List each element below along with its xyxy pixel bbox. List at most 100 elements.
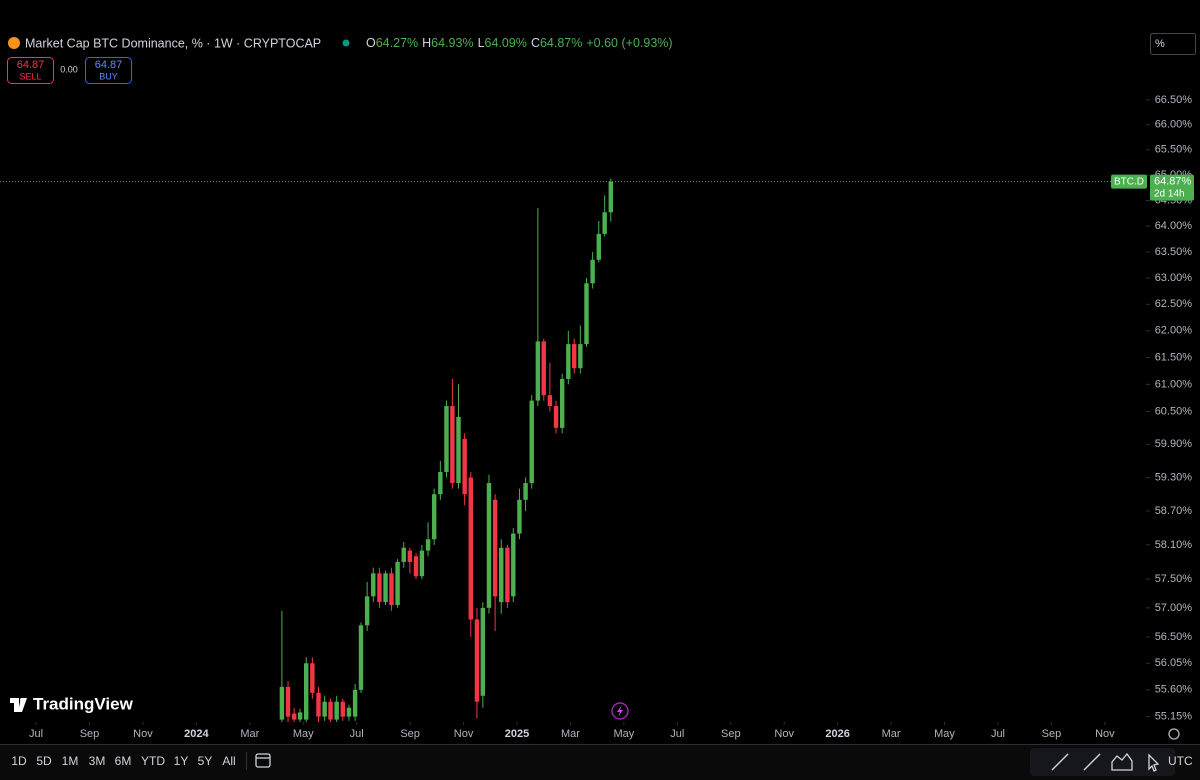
axis-layer: 66.50%66.00%65.50%65.00%64.50%64.00%63.5… [29,94,1194,740]
logo-text: TradingView [33,694,134,713]
candle-body [297,712,303,720]
range-button[interactable]: 5D [36,754,52,768]
y-tick-label: 63.00% [1155,272,1193,284]
candle-body [492,499,498,597]
buy-price: 64.87 [95,59,123,71]
candle-body [553,406,559,428]
range-button[interactable]: 1Y [174,754,189,768]
price-tag-value: 64.87% [1154,176,1192,188]
candle-body [389,573,394,605]
event-bolt [617,705,623,717]
scale-box [1150,33,1196,55]
y-tick-label: 56.05% [1155,657,1193,669]
market-status [342,39,350,47]
range-button[interactable]: 1M [62,754,79,768]
cursor-tool[interactable] [1148,753,1160,772]
l-label: L [478,36,485,50]
x-tick-label: Sep [400,728,420,740]
candle-body [413,556,419,577]
price-tag-symbol-box [1111,174,1147,189]
tool-panel [1030,748,1175,776]
buy-label: BUY [99,71,118,81]
symbol-title[interactable]: Market Cap BTC Dominance, % · 1W · CRYPT… [25,36,321,50]
ray-tool[interactable] [1083,753,1101,771]
range-button[interactable]: 5Y [198,754,213,768]
x-tick-label: Mar [561,728,580,740]
y-tick-label: 66.00% [1155,119,1193,131]
bitcoin-icon [8,37,20,49]
event-circle [611,702,629,720]
candle-body [602,212,607,234]
candle-body [419,550,425,577]
y-tick-label: 59.90% [1155,438,1193,450]
sell-button[interactable]: 64.87 SELL [7,57,54,84]
candle-body [425,539,431,551]
candle-body [407,550,413,562]
candle-body [517,499,522,534]
x-tick-label: Mar [882,728,901,740]
range-button[interactable]: 6M [115,754,132,768]
range-button[interactable]: All [222,754,235,768]
x-tick-label: May [934,728,955,740]
settings-icon[interactable] [1168,728,1180,740]
pattern-tool[interactable] [1111,752,1133,771]
price-tag-symbol: BTC.D [1114,176,1144,187]
candle-body [456,416,461,484]
candle-body [578,344,583,369]
x-tick-label: May [293,728,314,740]
candle-layer [279,178,614,722]
y-tick-label: 64.00% [1155,220,1193,232]
timezone[interactable]: UTC [1168,754,1193,768]
y-tick-label: 55.15% [1155,711,1193,723]
c-value: 64.87% [540,36,582,50]
change: +0.60 (+0.93%) [586,36,672,50]
scale-mode-field[interactable]: % [1150,33,1196,55]
range-button[interactable]: YTD [141,754,165,768]
o-value: 64.27% [376,36,418,50]
y-tick-label: 57.00% [1155,602,1193,614]
calendar-button[interactable] [255,753,271,768]
event-icon[interactable] [611,702,629,720]
price-tag-countdown: 2d 14h [1154,188,1185,199]
candle-body [279,686,285,720]
candle-body [474,619,480,702]
x-tick-label: Jul [29,728,43,740]
candle-body [364,596,370,626]
candle-body [596,233,601,260]
x-tick-label: Sep [1042,728,1062,740]
drawing-tools [1030,748,1175,776]
x-tick-label: Jul [991,728,1005,740]
candle-body [505,547,510,603]
x-tick-label: 2026 [825,728,849,740]
y-tick-label: 61.00% [1155,378,1193,390]
candle-body [571,344,577,369]
sell-label: SELL [19,71,41,81]
calendar-icon [255,753,271,768]
candle-body [438,471,443,495]
trend-line-tool[interactable] [1051,753,1069,771]
candle-body [371,573,376,597]
y-tick-label: 56.50% [1155,631,1193,643]
price-tag-box [1150,174,1194,201]
x-tick-label: Nov [133,728,153,740]
y-tick-label: 62.00% [1155,325,1193,337]
y-tick-label: 65.50% [1155,144,1193,156]
buy-button[interactable]: 64.87 BUY [85,57,132,84]
spread: 0.00 [60,64,78,74]
candle-body [541,341,546,396]
candle-body [316,692,321,717]
c-label: C [531,36,540,50]
h-label: H [422,36,431,50]
candle-body [529,400,534,484]
sell-price: 64.87 [17,59,45,71]
x-tick-label: May [614,728,635,740]
x-tick-label: 2025 [505,728,529,740]
candle-body [377,573,382,603]
candle-body [499,547,504,603]
range-button[interactable]: 1D [11,754,27,768]
y-tick-label: 59.30% [1155,471,1193,483]
range-button[interactable]: 3M [89,754,106,768]
candle-body [322,701,327,717]
